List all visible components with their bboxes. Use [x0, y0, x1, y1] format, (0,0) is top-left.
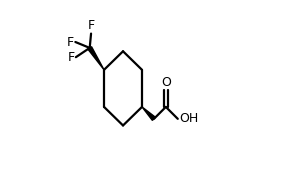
Polygon shape — [142, 107, 155, 120]
Text: F: F — [68, 51, 74, 64]
Text: F: F — [88, 19, 94, 32]
Polygon shape — [88, 47, 104, 70]
Text: OH: OH — [179, 112, 198, 125]
Text: F: F — [67, 36, 74, 48]
Text: O: O — [161, 76, 171, 89]
